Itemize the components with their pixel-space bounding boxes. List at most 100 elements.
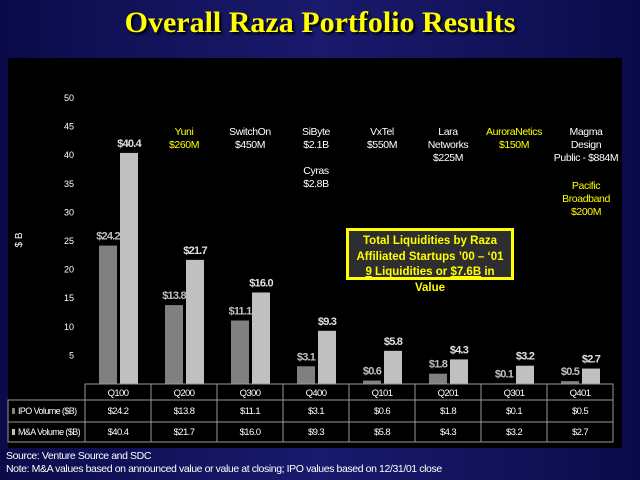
callout-tail: in Value <box>414 266 495 294</box>
callout-line1: Total Liquidities by Raza <box>363 235 497 247</box>
bar-ma <box>516 365 534 384</box>
category-label: Q400 <box>306 388 327 399</box>
annotation-line: Design <box>570 139 602 151</box>
annotation-line: $2.8B <box>303 178 329 190</box>
data-label: $24.2 <box>96 231 120 243</box>
annotation-line: Broadband <box>562 193 610 205</box>
annotation-line: Cyras <box>303 165 329 177</box>
annotation-line: $550M <box>366 139 398 151</box>
y-tick-label: 10 <box>64 322 74 332</box>
y-tick-label: 25 <box>64 236 74 246</box>
table-cell: $24.2 <box>108 406 129 417</box>
slide-title: Overall Raza Portfolio Results <box>124 6 516 39</box>
deal-annotation: Pacific Broadband $200M <box>562 180 610 219</box>
annotation-line: Networks <box>427 139 469 151</box>
note-text: Note: M&A values based on announced valu… <box>6 463 442 475</box>
bar-ma <box>582 368 600 384</box>
deal-annotation: SwitchOn $450M <box>229 126 271 152</box>
callout-line3: 9 Liquidities or $7.6B in Value <box>349 265 511 296</box>
table-cell: $0.1 <box>506 406 522 417</box>
deal-annotation: AuroraNetics $150M <box>486 126 542 152</box>
data-label: $3.2 <box>516 351 535 363</box>
annotation-line: VxTel <box>370 126 394 138</box>
table-cell: $9.3 <box>308 427 324 438</box>
annotation-line: SiByte <box>302 126 330 138</box>
category-label: Q300 <box>240 388 261 399</box>
data-label: $4.3 <box>450 344 469 356</box>
bar-ma <box>186 259 204 384</box>
annotation-line: $2.1B <box>303 139 329 151</box>
annotation-line: $450M <box>234 139 266 151</box>
y-tick-label: 40 <box>64 150 74 160</box>
bar-ipo <box>165 305 183 384</box>
source-text: Source: Venture Source and SDC <box>6 450 152 462</box>
data-label: $0.1 <box>495 368 514 380</box>
table-cell: $2.7 <box>572 427 588 438</box>
bar-ipo <box>231 320 249 384</box>
annotation-line: Lara <box>438 126 458 138</box>
legend-label: IPO Volume ($B) <box>18 406 77 416</box>
data-label: $1.8 <box>429 359 448 371</box>
category-label: Q201 <box>438 388 459 399</box>
y-tick-label: 15 <box>64 293 74 303</box>
legend-swatch <box>12 408 15 414</box>
annotation-line: Magma <box>569 126 603 138</box>
deal-annotation: SiByte $2.1B Cyras $2.8B <box>302 126 330 191</box>
y-tick-label: 35 <box>64 179 74 189</box>
bar-ma <box>318 330 336 384</box>
y-tick-label: 5 <box>69 350 74 360</box>
annotation-line: $260M <box>168 139 200 151</box>
data-label: $0.6 <box>363 366 382 378</box>
table-cell: $4.3 <box>440 427 456 438</box>
data-label: $5.8 <box>384 336 403 348</box>
table-cell: $16.0 <box>240 427 261 438</box>
category-label: Q401 <box>570 388 591 399</box>
category-label: Q301 <box>504 388 525 399</box>
callout-mid: Liquidities or <box>371 266 451 278</box>
annotation-line: SwitchOn <box>229 126 271 138</box>
table-cell: $1.8 <box>440 406 456 417</box>
callout-line2: Affiliated Startups ’00 – ‘01 <box>356 250 504 263</box>
table-cell: $3.2 <box>506 427 522 438</box>
annotation-line: $225M <box>432 152 464 164</box>
liquidities-callout: Total Liquidities by Raza Affiliated Sta… <box>346 228 514 294</box>
category-label: Q101 <box>372 388 393 399</box>
legend-swatch <box>12 429 15 435</box>
bar-ma <box>252 292 270 384</box>
bar-ipo <box>561 381 579 384</box>
deal-annotation: Yuni $260M <box>168 126 200 152</box>
table-cell: $40.4 <box>108 427 129 438</box>
table-cell: $0.6 <box>374 406 390 417</box>
table-cell: $3.1 <box>308 406 324 417</box>
bar-ma <box>450 359 468 384</box>
y-tick-label: 45 <box>64 122 74 132</box>
category-label: Q200 <box>174 388 195 399</box>
annotation-line: $200M <box>570 206 602 218</box>
bar-ipo <box>363 380 381 384</box>
data-label: $3.1 <box>297 351 316 363</box>
bar-ma <box>120 152 138 384</box>
table-cell: $5.8 <box>374 427 390 438</box>
callout-count: 9 <box>365 266 372 278</box>
bar-ma <box>384 350 402 384</box>
data-label: $11.1 <box>229 306 253 318</box>
bar-ipo <box>99 245 117 384</box>
annotation-line: AuroraNetics <box>486 126 542 138</box>
annotation-line: Public - $884M <box>553 152 619 164</box>
legend-label: M&A Volume ($B) <box>18 427 81 437</box>
table-cell: $11.1 <box>240 406 260 417</box>
annotation-line: Pacific <box>571 180 601 192</box>
y-axis-label: $ B <box>14 232 25 247</box>
callout-value: $7.6B <box>450 266 482 278</box>
y-tick-label: 50 <box>64 93 74 103</box>
table-cell: $21.7 <box>174 427 195 438</box>
y-tick-label: 20 <box>64 265 74 275</box>
category-label: Q100 <box>108 388 129 399</box>
annotation-line <box>302 152 330 165</box>
bar-ipo <box>429 373 447 384</box>
data-label: $13.8 <box>162 290 186 302</box>
deal-annotation: Lara Networks $225M <box>428 126 469 165</box>
data-label: $21.7 <box>183 245 207 257</box>
bar-ipo <box>297 366 315 384</box>
